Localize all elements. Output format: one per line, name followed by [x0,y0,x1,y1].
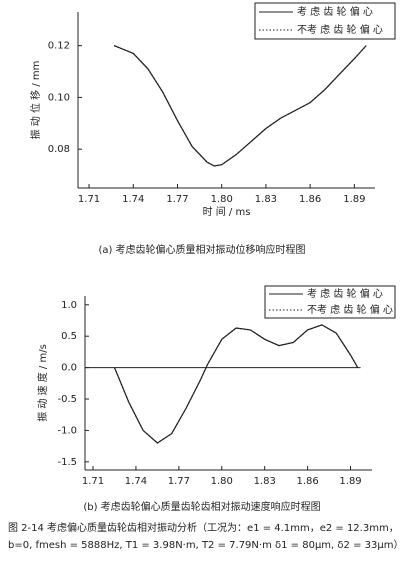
y-tick-label: 1.0 [61,300,77,311]
x-tick-label: 1.83 [255,194,277,205]
x-tick-label: 1.86 [296,476,318,487]
y-tick-label: -0.5 [57,394,77,405]
x-tick-label: 1.71 [82,476,104,487]
legend-label: 考 虑 齿 轮 偏 心 [297,5,373,18]
y-tick-label: 0.10 [48,92,70,103]
legend-label: 考 虑 齿 轮 偏 心 [307,287,383,300]
chart-caption: (a) 考虑齿轮偏心质量相对振动位移响应时程图 [98,243,305,256]
series-line [113,324,359,444]
x-tick-label: 1.80 [211,194,233,205]
y-tick-label: 0.0 [61,363,77,374]
figure-caption: 图 2-14 考虑偏心质量齿轮齿相对振动分析（工况为：e1 = 4.1mm，e2… [8,521,399,534]
x-tick-label: 1.77 [168,476,190,487]
x-tick-label: 1.74 [122,194,144,205]
y-axis-label: 振 动 位 移 / mm [29,61,42,140]
legend-label: 不考 虑 齿 轮 偏 心 [307,303,393,316]
series-line [113,324,359,444]
legend-label: 不考 虑 齿 轮 偏 心 [297,23,383,36]
x-tick-label: 1.71 [78,194,100,205]
figure-caption: b=0, fmesh = 5888Hz, T1 = 3.98N·m, T2 = … [8,539,403,551]
y-tick-label: 0.12 [48,41,70,52]
y-tick-label: 0.5 [61,331,77,342]
x-tick-label: 1.80 [211,476,233,487]
y-axis-label: 振 动 速 度 / m/s [36,344,49,422]
x-axis-label: 时 间 / ms [203,205,251,218]
x-tick-label: 1.89 [339,476,361,487]
x-tick-label: 1.83 [254,476,276,487]
x-tick-label: 1.86 [299,194,321,205]
series-line [113,45,367,167]
x-tick-label: 1.74 [125,476,147,487]
y-tick-label: -1.0 [57,425,77,436]
legend-box [254,2,396,40]
chart-caption: (b) 考虑齿轮偏心质量齿轮齿相对振动速度响应时程图 [83,500,320,513]
x-tick-label: 1.77 [166,194,188,205]
x-tick-label: 1.89 [343,194,365,205]
y-tick-label: 0.08 [48,144,70,155]
legend-box [264,285,396,319]
y-tick-label: -1.5 [57,457,77,468]
series-line [113,45,367,167]
